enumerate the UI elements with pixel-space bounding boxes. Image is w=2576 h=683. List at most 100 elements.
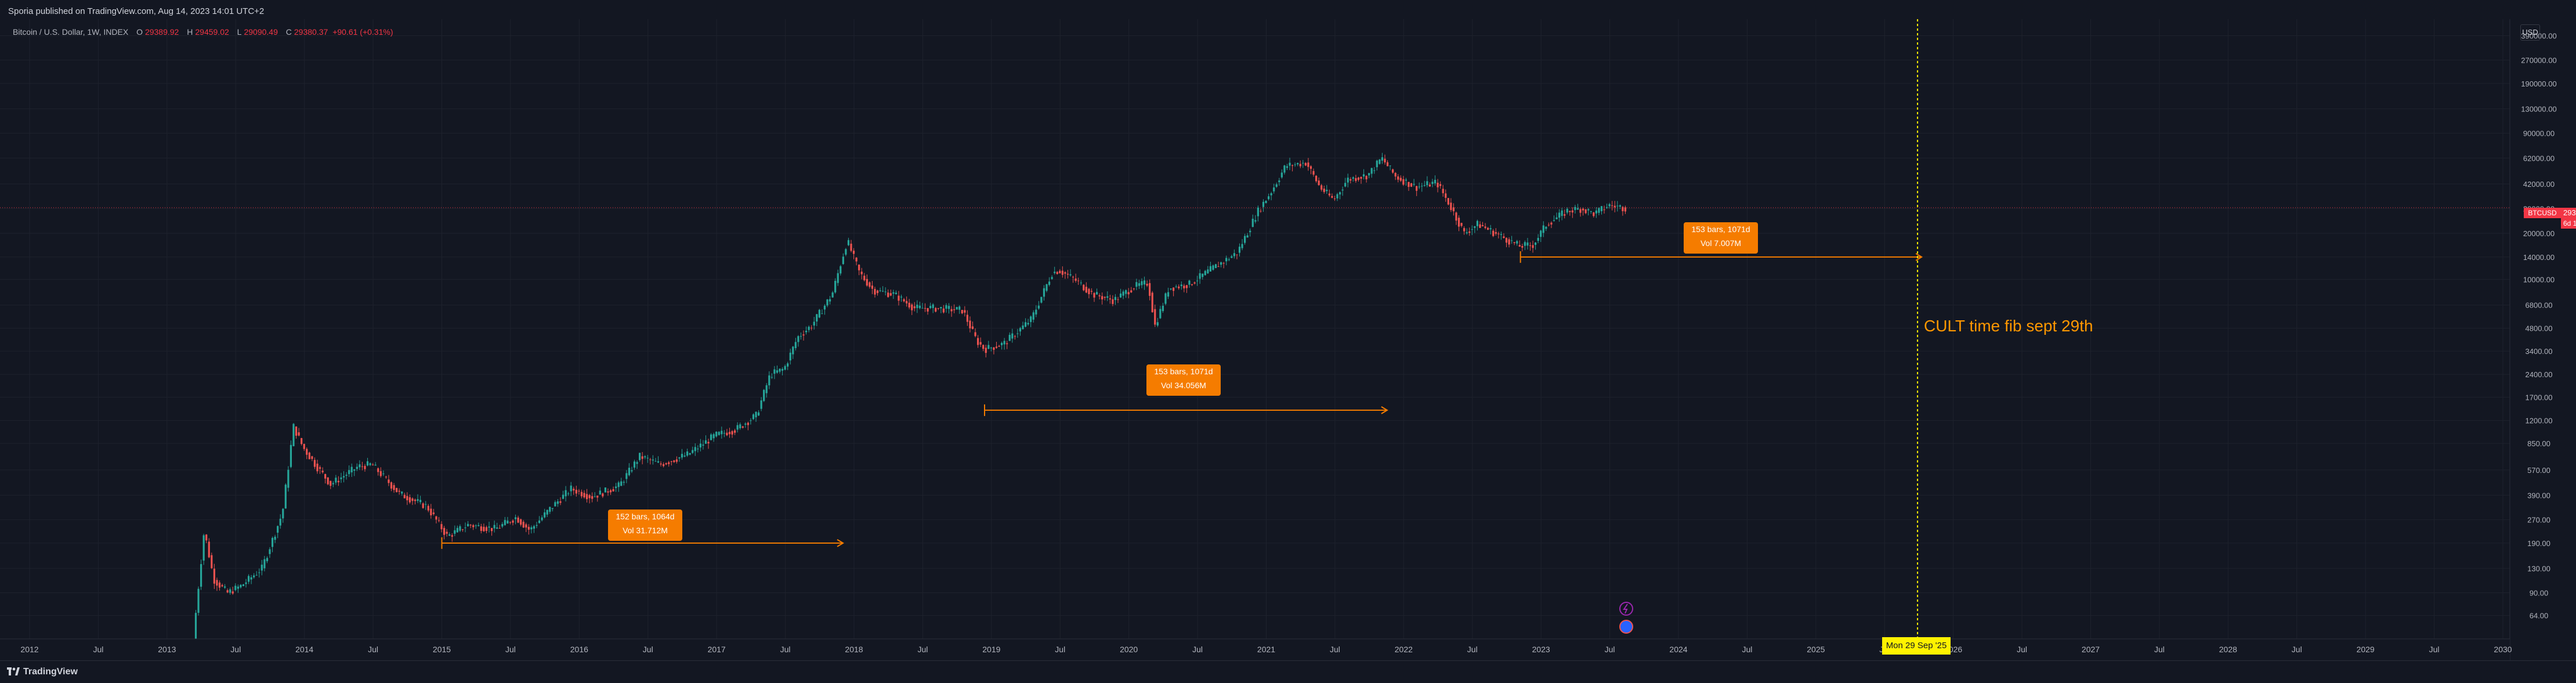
candle-body: [847, 240, 850, 245]
currency-button[interactable]: USD: [2520, 24, 2540, 41]
candle-body: [781, 368, 784, 371]
candle-body: [337, 480, 340, 483]
candle-body: [461, 529, 464, 530]
time-tick-label: Jul: [368, 645, 378, 654]
candle-body: [1569, 211, 1571, 212]
candle-body: [202, 535, 205, 561]
date-range-arrow: [837, 539, 844, 547]
candle-body: [1199, 273, 1201, 279]
candle-body: [567, 493, 570, 494]
candle-body: [871, 286, 874, 289]
time-tick-label: 2013: [158, 645, 176, 654]
candle-body: [797, 336, 799, 342]
candle-body: [396, 487, 398, 493]
candle-body: [335, 478, 337, 483]
range-info-bars: 153 bars, 1071d: [1154, 367, 1213, 376]
candle-body: [1426, 181, 1428, 186]
candle-body: [1584, 209, 1587, 214]
chart-area[interactable]: 64.00 90.00 130.00 190.00 270.00 390.00 570.00…: [0, 19, 2576, 660]
candle-body: [1524, 242, 1526, 246]
candle-body: [216, 580, 218, 586]
candle-body: [733, 430, 736, 433]
candle-body: [290, 445, 292, 467]
candle-body: [1231, 256, 1233, 258]
price-axis[interactable]: 64.00 90.00 130.00 190.00 270.00 390.00 570.00…: [2509, 19, 2576, 660]
candle-body: [1101, 296, 1104, 299]
candle-body: [945, 305, 947, 309]
candle-body: [1442, 189, 1444, 193]
candle-body: [607, 491, 609, 493]
candle-body: [942, 308, 945, 313]
candle-body: [1529, 245, 1532, 246]
candle-body: [911, 304, 913, 310]
candle-body: [1468, 231, 1471, 233]
candle-body: [602, 493, 604, 497]
candle-body: [406, 496, 408, 501]
candle-body: [787, 363, 789, 367]
candle-body: [1127, 292, 1130, 295]
range-info-bars: 152 bars, 1064d: [616, 512, 675, 521]
candle-body: [858, 265, 860, 270]
price-tick-label: 2400.00: [2526, 370, 2553, 379]
candle-body: [422, 503, 424, 508]
annotation-text: CULT time fib sept 29th: [1924, 317, 2093, 335]
tradingview-logo[interactable]: TradingView: [7, 667, 78, 677]
time-axis[interactable]: 2012 Jul 2013 Jul 2014 Jul 2015 Jul 2016 Jul 2017 J…: [0, 638, 2512, 660]
candle-body: [1265, 200, 1267, 203]
candle-body: [377, 468, 379, 472]
candle-body: [258, 572, 261, 573]
candle-body: [1532, 245, 1534, 248]
candle-body: [1289, 162, 1291, 166]
candle-body: [612, 489, 614, 492]
price-tick-label: 190000.00: [2521, 79, 2556, 88]
candle-body: [1328, 193, 1330, 196]
candle-body: [1503, 236, 1505, 238]
candle-body: [1513, 242, 1515, 243]
candle-body: [388, 479, 390, 483]
candle-body: [1202, 273, 1204, 277]
price-tick-label: 3400.00: [2526, 347, 2553, 356]
candle-body: [437, 520, 440, 521]
candle-body: [683, 456, 686, 457]
candle-body: [813, 321, 815, 326]
candle-body: [1125, 290, 1127, 294]
close-label: C: [285, 27, 292, 37]
candle-body: [1151, 292, 1153, 313]
candle-body: [1555, 217, 1558, 219]
candle-body: [530, 527, 533, 530]
candle-body: [330, 480, 332, 486]
candle-body: [1294, 164, 1296, 165]
candle-body: [898, 295, 900, 301]
candle-body: [694, 447, 696, 451]
candle-body: [842, 256, 844, 265]
time-tick-label: Jul: [1330, 645, 1340, 654]
candles: [194, 153, 1627, 640]
candle-body: [1156, 322, 1159, 326]
candle-body: [237, 586, 239, 589]
candle-body: [1214, 264, 1217, 268]
range-info-bars: 153 bars, 1071d: [1691, 225, 1750, 234]
candle-body: [1318, 180, 1320, 185]
candle-body: [427, 505, 429, 511]
price-chart[interactable]: 64.00 90.00 130.00 190.00 270.00 390.00 570.00…: [0, 19, 2576, 660]
candle-body: [1043, 288, 1045, 297]
candle-body: [504, 520, 506, 525]
price-tick-label: 130.00: [2527, 564, 2550, 573]
candle-body: [245, 582, 247, 584]
price-tick-label: 10000.00: [2523, 275, 2555, 284]
candle-body: [1355, 178, 1357, 181]
time-tick-label: 2020: [1120, 645, 1138, 654]
candle-body: [1619, 205, 1621, 207]
candle-body: [628, 468, 631, 475]
candle-body: [1545, 226, 1547, 229]
candle-body: [277, 526, 279, 533]
candle-body: [1064, 272, 1066, 274]
candle-body: [295, 426, 298, 436]
candle-body: [702, 445, 704, 446]
candle-body: [311, 456, 313, 459]
candle-body: [1138, 283, 1141, 286]
candle-body: [866, 279, 868, 286]
candle-body: [454, 530, 456, 534]
candle-body: [1185, 285, 1188, 288]
candle-body: [1347, 178, 1349, 183]
